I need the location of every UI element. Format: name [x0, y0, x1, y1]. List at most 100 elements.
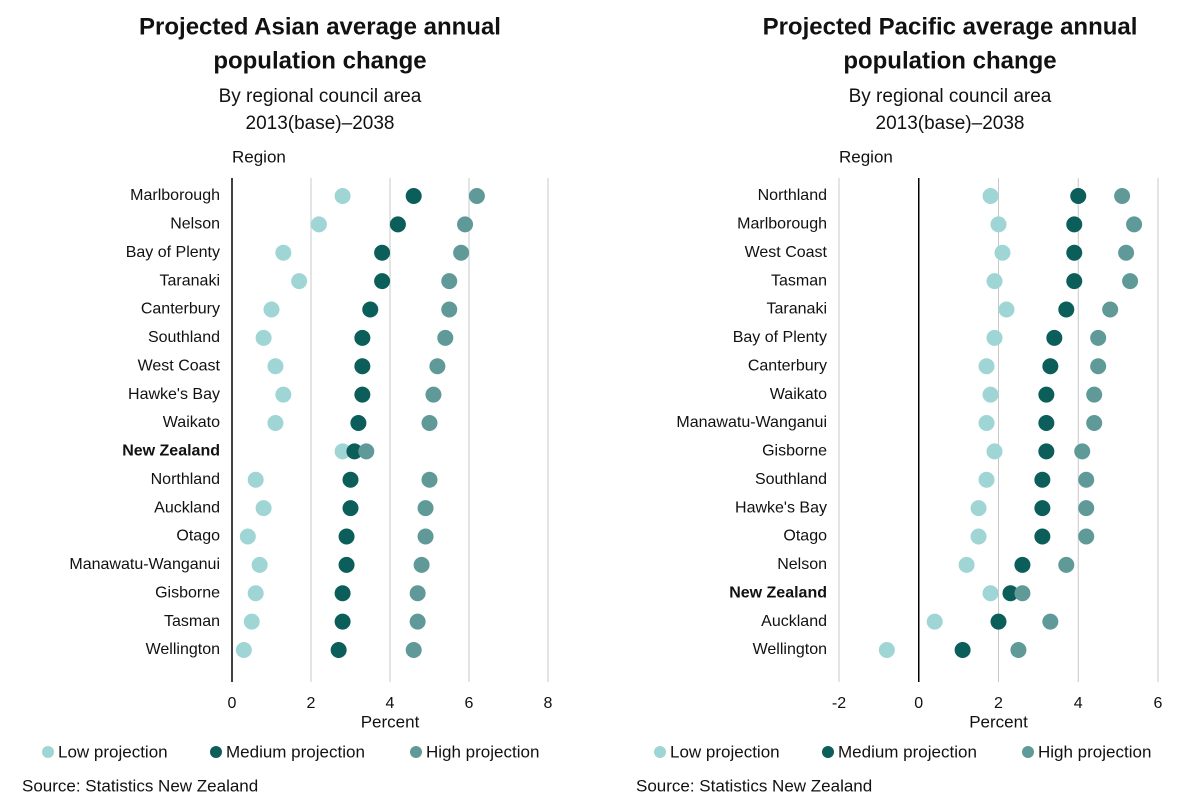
- x-tick-label: 4: [1074, 695, 1083, 712]
- dot: [978, 358, 995, 375]
- category-label: West Coast: [138, 357, 221, 374]
- dot: [417, 528, 434, 545]
- dot: [978, 415, 995, 431]
- y-axis-label: Region: [839, 147, 893, 166]
- x-tick-label: 4: [386, 695, 395, 712]
- dot: [441, 273, 458, 290]
- chart-subtitle: By regional council area: [219, 86, 422, 107]
- legend-label: High projection: [426, 742, 539, 761]
- dot: [1126, 216, 1143, 233]
- dot: [243, 613, 260, 630]
- dot: [275, 244, 292, 261]
- dot: [389, 216, 406, 233]
- dot: [1014, 585, 1031, 602]
- category-label: Otago: [783, 528, 827, 545]
- dot: [374, 273, 391, 290]
- dot: [354, 329, 371, 346]
- chart-subtitle: 2013(base)–2038: [246, 113, 395, 134]
- x-tick-label: 0: [914, 695, 923, 712]
- dot: [417, 500, 434, 517]
- category-label: Taranaki: [160, 272, 220, 289]
- category-label: Wellington: [753, 641, 827, 658]
- category-label: Southland: [755, 471, 827, 488]
- dot: [982, 188, 999, 204]
- chart-title: Projected Asian average annual: [139, 13, 501, 40]
- category-label: Northland: [151, 471, 220, 488]
- dot: [350, 415, 367, 431]
- dot: [437, 329, 454, 346]
- chart-title: Projected Pacific average annual: [763, 13, 1138, 40]
- dot: [255, 500, 272, 517]
- dot: [334, 443, 351, 460]
- category-label: Taranaki: [767, 301, 827, 318]
- dot: [1042, 613, 1059, 630]
- category-label: Canterbury: [748, 357, 827, 374]
- x-tick-label: 2: [994, 695, 1003, 712]
- dot: [239, 528, 256, 545]
- dot: [342, 500, 359, 517]
- dot: [1034, 471, 1051, 488]
- dot: [247, 585, 264, 602]
- dot: [958, 556, 975, 573]
- dot: [334, 585, 351, 602]
- dot: [1122, 273, 1139, 290]
- legend-label: Low projection: [58, 742, 168, 761]
- category-label: Gisborne: [155, 584, 220, 601]
- legend-label: High projection: [1038, 742, 1151, 761]
- chart-subtitle: 2013(base)–2038: [876, 113, 1025, 134]
- dot: [1034, 500, 1051, 517]
- dot: [338, 528, 355, 545]
- dot: [429, 358, 446, 375]
- dot: [1078, 500, 1095, 517]
- category-label: Hawke's Bay: [128, 386, 220, 403]
- legend-label: Medium projection: [226, 742, 365, 761]
- dot: [1038, 386, 1055, 403]
- dot: [1034, 528, 1051, 545]
- category-label: Nelson: [170, 216, 220, 233]
- dot: [1086, 386, 1103, 403]
- dot: [346, 443, 363, 460]
- dot: [1038, 415, 1055, 431]
- dot: [990, 216, 1007, 233]
- category-label: Southland: [148, 329, 220, 346]
- x-tick-label: 6: [1154, 695, 1163, 712]
- category-label: Bay of Plenty: [126, 244, 220, 261]
- y-axis-label: Region: [232, 147, 286, 166]
- dot: [362, 301, 379, 318]
- dot: [330, 642, 347, 658]
- dot: [986, 273, 1003, 290]
- dot: [453, 244, 470, 261]
- dot: [878, 642, 895, 658]
- dot: [1090, 329, 1107, 346]
- dot: [425, 386, 442, 403]
- dot: [1090, 358, 1107, 375]
- category-label: Canterbury: [141, 301, 220, 318]
- dot: [468, 188, 485, 204]
- dot: [1046, 329, 1063, 346]
- x-tick-label: -2: [832, 695, 846, 712]
- category-label: Auckland: [761, 613, 827, 630]
- legend-label: Low projection: [670, 742, 780, 761]
- dot: [374, 244, 391, 261]
- dot: [1114, 188, 1131, 204]
- dot: [405, 642, 422, 658]
- category-label: West Coast: [745, 244, 828, 261]
- x-tick-label: 2: [307, 695, 316, 712]
- dot: [1086, 415, 1103, 431]
- category-label: Marlborough: [130, 187, 220, 204]
- legend-marker: [410, 746, 422, 758]
- dot: [421, 415, 438, 431]
- dot: [1078, 528, 1095, 545]
- chart-title: population change: [843, 47, 1056, 74]
- dot: [247, 471, 264, 488]
- dot: [970, 500, 987, 517]
- dot: [334, 613, 351, 630]
- category-label: Gisborne: [762, 443, 827, 460]
- dot: [926, 613, 943, 630]
- dot: [342, 471, 359, 488]
- dot: [998, 301, 1015, 318]
- dot: [1010, 642, 1027, 658]
- dot: [338, 556, 355, 573]
- dot: [409, 585, 426, 602]
